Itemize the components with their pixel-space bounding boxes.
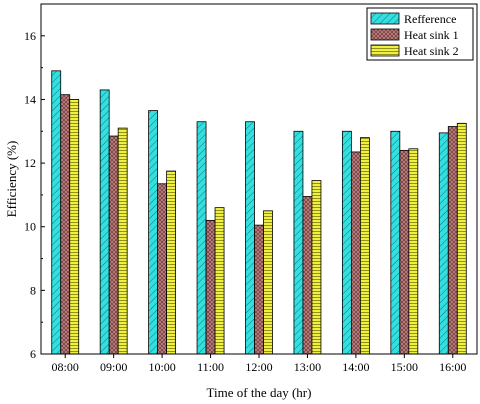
y-axis: 6 8 10 12 14 16 xyxy=(24,29,45,361)
bar-refference-0800 xyxy=(51,70,62,355)
bar-heat-sink-1-1400 xyxy=(350,151,361,355)
bar-refference-0900 xyxy=(99,89,110,355)
y-tick-label: 14 xyxy=(24,92,36,106)
bar-refference-1100 xyxy=(196,121,207,355)
x-tick-label: 13:00 xyxy=(294,360,321,374)
x-axis-title: Time of the day (hr) xyxy=(207,385,312,400)
x-axis: 08:00 09:00 10:00 11:00 12:00 13:00 14:00 15:00… xyxy=(52,354,466,374)
x-tick-label: 16:00 xyxy=(439,360,466,374)
y-axis-title: Efficiency (%) xyxy=(4,141,19,218)
bar-refference-1500 xyxy=(390,130,401,355)
legend-label: Heat sink 1 xyxy=(404,28,459,42)
legend-swatch xyxy=(370,44,400,57)
bar-heat-sink-1-1200 xyxy=(254,224,264,355)
legend-label: Refference xyxy=(404,12,456,26)
bar-refference-1600 xyxy=(438,132,449,355)
bar-heat-sink-1-1600 xyxy=(447,126,458,355)
bar-refference-1300 xyxy=(293,130,304,355)
x-tick-label: 15:00 xyxy=(391,360,418,374)
y-tick-label: 8 xyxy=(30,283,36,297)
x-tick-label: 09:00 xyxy=(100,360,127,374)
bar-heat-sink-1-1500 xyxy=(399,149,410,355)
bar-heat-sink-2-1600 xyxy=(456,122,467,355)
legend-label: Heat sink 2 xyxy=(404,44,459,58)
bar-heat-sink-1-1300 xyxy=(302,196,313,355)
legend-swatch xyxy=(370,12,400,25)
bar-heat-sink-2-0800 xyxy=(69,99,80,355)
y-tick-label: 6 xyxy=(30,347,36,361)
bar-heat-sink-1-1000 xyxy=(157,183,168,355)
y-tick-label: 12 xyxy=(24,156,36,170)
bar-refference-1400 xyxy=(341,130,352,355)
legend-entries: Refference Heat sink 1 Heat sink 2 xyxy=(370,12,459,58)
x-tick-label: 08:00 xyxy=(52,360,79,374)
bar-refference-1200 xyxy=(245,121,255,355)
bar-heat-sink-2-1300 xyxy=(311,180,322,355)
x-tick-label: 14:00 xyxy=(342,360,369,374)
y-tick-label: 16 xyxy=(24,29,36,43)
bar-heat-sink-2-1000 xyxy=(166,170,177,355)
y-tick-label: 10 xyxy=(24,220,36,234)
legend: Refference Heat sink 1 Heat sink 2 xyxy=(366,7,474,61)
bar-heat-sink-1-0800 xyxy=(60,94,71,355)
bar-heat-sink-2-1500 xyxy=(408,148,419,355)
bar-heat-sink-2-1200 xyxy=(263,210,273,355)
x-tick-label: 10:00 xyxy=(148,360,175,374)
x-tick-label: 11:00 xyxy=(197,360,224,374)
bar-heat-sink-2-1400 xyxy=(359,137,370,355)
legend-swatch xyxy=(370,28,400,41)
bar-refference-1000 xyxy=(148,110,159,355)
bar-heat-sink-2-1100 xyxy=(214,207,225,355)
x-tick-label: 12:00 xyxy=(245,360,272,374)
bar-heat-sink-2-0900 xyxy=(117,127,128,355)
bar-heat-sink-1-0900 xyxy=(108,135,119,355)
bar-heat-sink-1-1100 xyxy=(205,219,216,355)
bars-layer xyxy=(51,70,467,355)
